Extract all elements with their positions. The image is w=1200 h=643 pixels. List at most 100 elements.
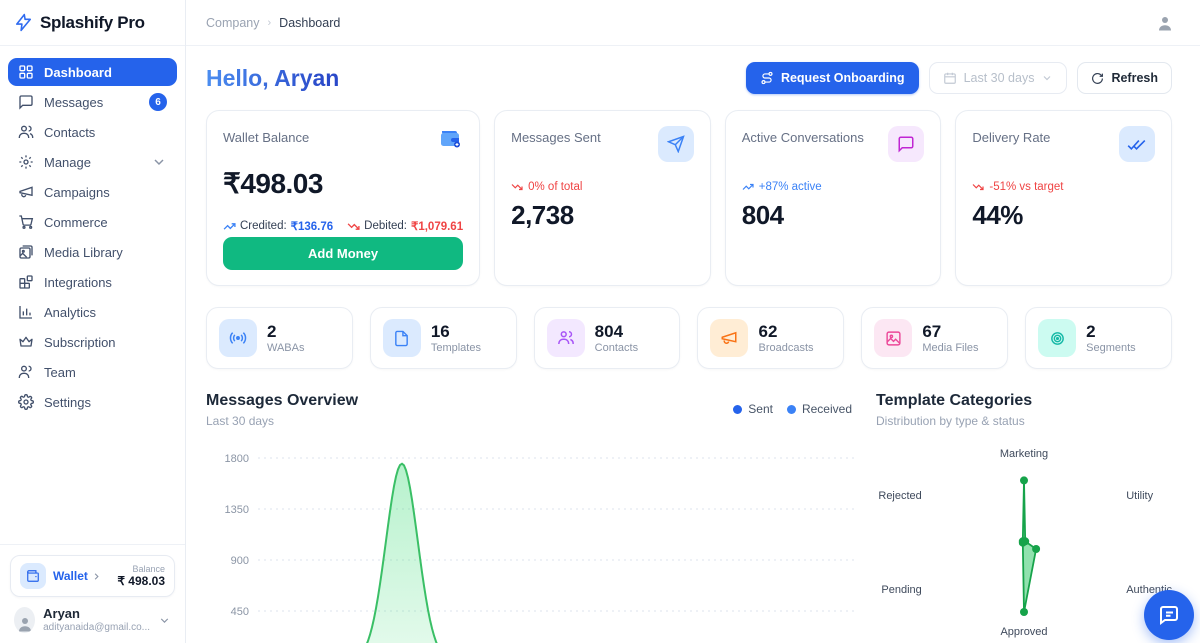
template-categories-subtitle: Distribution by type & status: [876, 414, 1025, 428]
sidebar-item-integrations[interactable]: Integrations: [8, 268, 177, 296]
stat-value: 62: [758, 322, 778, 342]
sidebar-item-contacts[interactable]: Contacts: [8, 118, 177, 146]
sidebar: Splashify Pro Dashboard Messages 6 Conta…: [0, 0, 186, 643]
legend-received[interactable]: Received: [786, 402, 852, 416]
active-conversations-card: Active Conversations +87% active 804: [724, 110, 942, 286]
credited-trend: Credited: ₹136.76: [223, 219, 333, 233]
delivery-rate-value: 44%: [972, 200, 1023, 230]
debited-value: ₹1,079.61: [411, 221, 464, 233]
debited-label: Debited:: [364, 220, 408, 232]
messages-overview-subtitle: Last 30 days: [206, 414, 275, 428]
sidebar-item-label: Analytics: [44, 304, 97, 320]
wallet-icon: [437, 126, 463, 155]
sidebar-item-label: Manage: [44, 154, 91, 170]
calendar-icon: [943, 71, 957, 85]
add-money-button[interactable]: Add Money: [223, 237, 464, 270]
wallet-balance-label: Balance: [132, 564, 165, 574]
stat-broadcasts[interactable]: 62 Broadcasts: [697, 307, 845, 369]
brand-logo[interactable]: Splashify Pro: [0, 0, 185, 46]
wallet-widget[interactable]: Wallet Balance ₹ 498.03: [10, 555, 175, 597]
svg-text:900: 900: [231, 555, 249, 567]
card-title: Messages Sent: [511, 130, 601, 145]
messages-sent-card: Messages Sent 0% of total 2,738: [494, 110, 711, 286]
trending-down-icon: [972, 181, 984, 193]
file-icon: [382, 319, 421, 357]
messages-sent-value: 2,738: [511, 200, 574, 230]
sidebar-item-manage[interactable]: Manage: [8, 148, 177, 176]
stat-label: Contacts: [594, 341, 639, 354]
trending-up-icon: [742, 181, 754, 193]
svg-text:Rejected: Rejected: [878, 490, 921, 502]
lightning-icon: [14, 13, 33, 32]
stat-templates[interactable]: 16 Templates: [369, 307, 517, 369]
chat-widget-button[interactable]: [1144, 590, 1194, 640]
chevron-down-icon: [1041, 72, 1053, 84]
stat-wabas[interactable]: 2 WABAs: [206, 307, 353, 369]
stat-label: Segments: [1086, 341, 1136, 354]
refresh-button[interactable]: Refresh: [1077, 62, 1172, 94]
sidebar-nav: Dashboard Messages 6 Contacts Manage Cam…: [0, 46, 185, 544]
trending-up-icon: [223, 220, 236, 233]
card-title: Wallet Balance: [223, 130, 310, 145]
dashboard-content: Hello, Aryan Request Onboarding Last 30 …: [186, 46, 1200, 643]
template-categories-title: Template Categories: [876, 392, 1033, 409]
delivery-rate-trend: -51% vs target: [972, 181, 1155, 193]
breadcrumb-separator: ›: [267, 16, 272, 29]
users-icon: [546, 319, 585, 357]
sidebar-item-label: Campaigns: [44, 184, 110, 200]
messages-sent-trend: 0% of total: [511, 181, 694, 193]
stat-value: 16: [430, 322, 450, 342]
sidebar-item-settings[interactable]: Settings: [8, 388, 177, 416]
campaigns-icon: [18, 184, 34, 200]
stat-value: 67: [922, 322, 942, 342]
debited-trend: Debited: ₹1,079.61: [347, 219, 463, 233]
user-menu[interactable]: Aryan adityanaida@gmail.co...: [10, 597, 175, 635]
svg-text:Utility: Utility: [1126, 490, 1153, 502]
active-conversations-trend: +87% active: [742, 181, 925, 193]
refresh-label: Refresh: [1111, 71, 1158, 85]
stat-contacts[interactable]: 804 Contacts: [533, 307, 681, 369]
svg-text:Marketing: Marketing: [1000, 448, 1048, 460]
double-check-icon: [1118, 126, 1155, 162]
card-title: Delivery Rate: [972, 130, 1051, 145]
svg-text:1800: 1800: [225, 453, 249, 465]
sidebar-footer: Wallet Balance ₹ 498.03 Aryan adityanaid…: [0, 544, 185, 643]
integrations-icon: [18, 274, 34, 290]
sidebar-item-commerce[interactable]: Commerce: [8, 208, 177, 236]
sidebar-item-dashboard[interactable]: Dashboard: [8, 58, 177, 86]
chat-bubble-icon: [888, 126, 925, 162]
stat-value: 804: [594, 322, 624, 342]
sidebar-item-analytics[interactable]: Analytics: [8, 298, 177, 326]
sidebar-item-team[interactable]: Team: [8, 358, 177, 386]
chat-icon: [1157, 603, 1181, 627]
svg-text:1350: 1350: [225, 504, 249, 516]
stat-segments[interactable]: 2 Segments: [1025, 307, 1172, 369]
wallet-icon: [20, 563, 46, 589]
breadcrumb-dashboard: Dashboard: [279, 15, 341, 30]
sidebar-item-media-library[interactable]: Media Library: [8, 238, 177, 266]
sidebar-item-campaigns[interactable]: Campaigns: [8, 178, 177, 206]
stat-media-files[interactable]: 67 Media Files: [861, 307, 1009, 369]
legend-dot-received: [786, 404, 796, 414]
topbar: Company › Dashboard: [186, 0, 1200, 46]
avatar: [14, 607, 36, 633]
legend-sent[interactable]: Sent: [733, 402, 773, 416]
breadcrumb-company[interactable]: Company: [206, 15, 260, 30]
sidebar-item-subscription[interactable]: Subscription: [8, 328, 177, 356]
messages-overview-chart: 1800 1350 900 450: [225, 453, 854, 643]
page-title: Hello, Aryan: [206, 64, 340, 91]
sidebar-item-messages[interactable]: Messages 6: [8, 88, 177, 116]
user-icon[interactable]: [1156, 14, 1174, 32]
request-onboarding-label: Request Onboarding: [780, 71, 905, 85]
stat-label: WABAs: [267, 341, 305, 354]
user-email: adityanaida@gmail.co...: [43, 621, 150, 633]
legend-dot-sent: [733, 404, 743, 414]
date-range-select[interactable]: Last 30 days: [928, 62, 1068, 94]
analytics-icon: [18, 304, 34, 320]
request-onboarding-button[interactable]: Request Onboarding: [745, 62, 919, 94]
settings-icon: [18, 394, 34, 410]
credited-value: ₹136.76: [290, 221, 334, 233]
sidebar-item-label: Settings: [44, 394, 91, 410]
messages-overview-panel: Messages Overview Last 30 days Sent Rece…: [206, 392, 854, 643]
